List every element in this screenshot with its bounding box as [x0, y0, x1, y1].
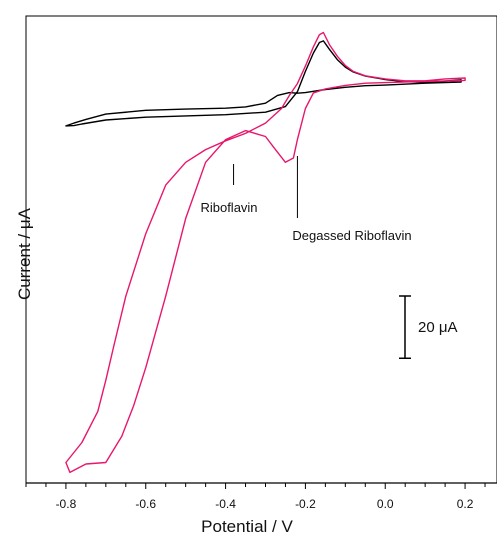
annotations: Riboflavin Degassed Riboflavin	[200, 156, 412, 243]
x-axis-title: Potential / V	[201, 517, 293, 536]
black-curve	[65, 40, 462, 127]
x-tick-label: 0.2	[457, 497, 474, 511]
x-tick-label: -0.6	[135, 497, 156, 511]
scale-bar-label: 20 μA	[418, 319, 458, 336]
x-tick-label: 0.0	[377, 497, 394, 511]
annotation-riboflavin: Riboflavin	[200, 200, 257, 215]
x-tick-label: -0.2	[295, 497, 316, 511]
y-axis-title: Current / μA	[15, 207, 34, 300]
x-ticks: -0.8 -0.6 -0.4 -0.2 0.0 0.2	[25, 483, 486, 511]
pink-curve	[65, 31, 466, 474]
x-tick-label: -0.8	[56, 497, 77, 511]
data-curves	[65, 31, 466, 474]
x-tick-label: -0.4	[215, 497, 236, 511]
annotation-degassed-riboflavin: Degassed Riboflavin	[292, 228, 411, 243]
scale-bar: 20 μA	[399, 295, 458, 360]
